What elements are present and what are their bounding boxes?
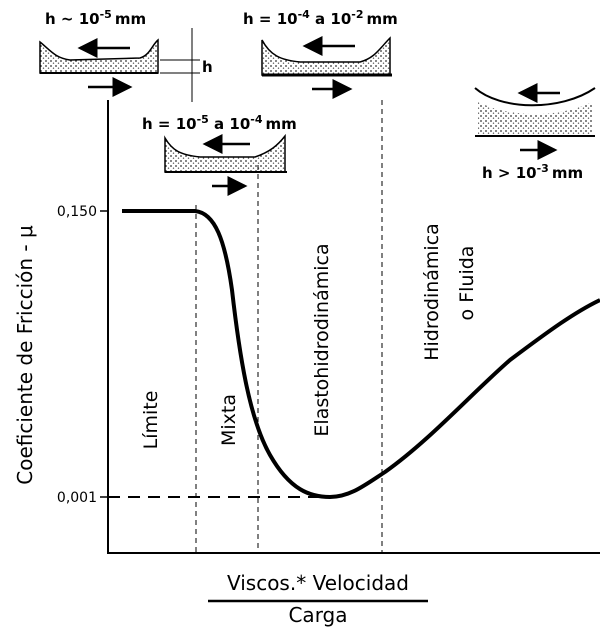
stribeck-curve <box>122 209 600 500</box>
region-label: Límite <box>140 391 162 450</box>
y-tick-label: 0,001 <box>57 490 97 506</box>
y-axis-label: Coeficiente de Fricción - μ <box>13 225 37 485</box>
region-label: o Fluida <box>456 246 478 321</box>
x-axis-numerator: Viscos.* Velocidad <box>227 571 409 595</box>
x-axis-denominator: Carga <box>288 603 347 627</box>
region-dividers <box>195 100 383 553</box>
film-label: h = 10-4 a 10-2 mm <box>243 8 398 28</box>
film-label: h ~ 10-5 mm <box>45 8 146 28</box>
sketch-mixed: h = 10-5 a 10-4 mm <box>142 113 297 196</box>
sketch-ehd: h = 10-4 a 10-2 mm <box>243 8 398 99</box>
region-label: Elastohidrodinámica <box>311 243 333 436</box>
sketch-hydro: h > 10-3 mm <box>474 83 596 182</box>
y-tick-label: 0,150 <box>57 204 97 220</box>
film-label: h > 10-3 mm <box>482 162 583 182</box>
film-label: h = 10-5 a 10-4 mm <box>142 113 297 133</box>
gap-label: h <box>202 58 213 76</box>
sketch-boundary: h ~ 10-5 mm h <box>39 8 213 102</box>
region-label: Hidrodinámica <box>421 223 443 361</box>
region-label: Mixta <box>218 394 240 446</box>
